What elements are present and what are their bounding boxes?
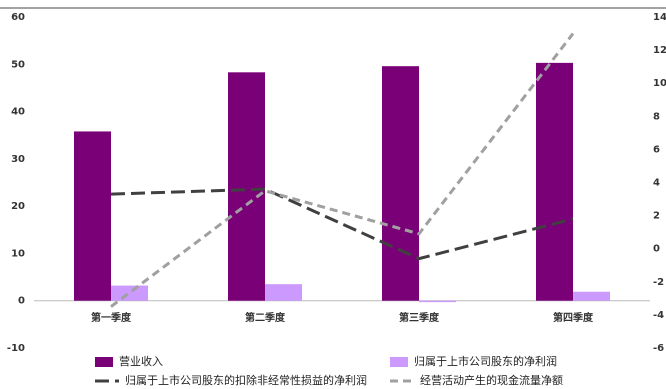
y-tick-label: 30 [11,154,25,165]
y2-tick-label: -2 [653,277,664,288]
y2-tick-label: 2 [653,211,660,222]
y-tick-label: -10 [7,343,25,354]
y-tick-label: 50 [11,59,25,70]
y2-tick-label: 0 [653,244,660,255]
y2-tick-label: -6 [653,343,664,354]
bar [111,285,148,301]
x-tick-label: 第一季度 [91,311,132,324]
bar [419,300,456,303]
y2-tick-label: 8 [653,111,660,122]
bar [74,131,111,301]
y2-tick-label: 12 [653,45,666,56]
bar [382,66,419,301]
line [110,32,575,308]
y-tick-label: 0 [18,296,25,307]
legend-label: 归属于上市公司股东的扣除非经常性损益的净利润 [125,373,367,387]
bar [265,284,302,301]
legend-label: 归属于上市公司股东的净利润 [414,354,557,368]
y-tick-label: 10 [11,248,25,259]
bar [228,72,265,301]
x-tick-label: 第四季度 [553,311,594,324]
y2-tick-label: 14 [653,12,666,23]
y-tick-label: 60 [11,12,25,23]
y2-tick-label: -4 [653,310,664,321]
y-tick-label: 20 [11,201,25,212]
y-tick-label: 40 [11,107,25,118]
y2-tick-label: 4 [653,178,660,189]
line [110,187,574,261]
y2-tick-label: 6 [653,144,660,155]
legend-swatch [95,357,113,367]
legend-label: 经营活动产生的现金流量净额 [420,373,563,387]
bar [536,62,573,301]
bar [573,291,610,301]
legend-swatch [390,357,408,367]
x-tick-label: 第二季度 [245,311,286,324]
legend-label: 营业收入 [119,354,163,368]
y2-tick-label: 10 [653,78,666,89]
x-tick-label: 第三季度 [399,311,440,324]
